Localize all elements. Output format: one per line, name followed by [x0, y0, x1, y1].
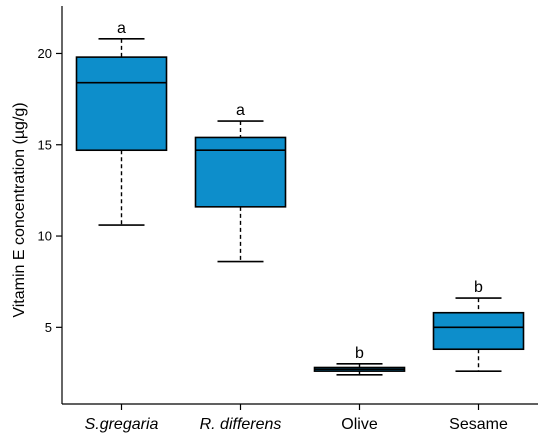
- x-category-label: Olive: [341, 416, 378, 433]
- x-category-label: S.gregaria: [85, 416, 159, 433]
- box-s-gregaria: [75, 56, 168, 152]
- significance-letter: a: [117, 20, 126, 37]
- y-tick-label: 5: [45, 320, 52, 335]
- y-tick-label: 20: [38, 46, 52, 61]
- y-tick-label: 15: [38, 137, 52, 152]
- significance-letter: b: [355, 345, 364, 362]
- significance-letter: a: [236, 102, 245, 119]
- plot-area: 5 10 15 20 a S.gregaria a R. differens b Olive b Se…: [38, 6, 538, 433]
- x-category-label: R. differens: [200, 416, 282, 433]
- box-sesame: [432, 311, 525, 351]
- x-category-label: Sesame: [449, 416, 508, 433]
- box-r-differens: [194, 136, 287, 208]
- significance-letter: b: [474, 279, 483, 296]
- y-axis-label: Vitamin E concentration (µg/g): [11, 102, 28, 317]
- y-tick-label: 10: [38, 229, 52, 244]
